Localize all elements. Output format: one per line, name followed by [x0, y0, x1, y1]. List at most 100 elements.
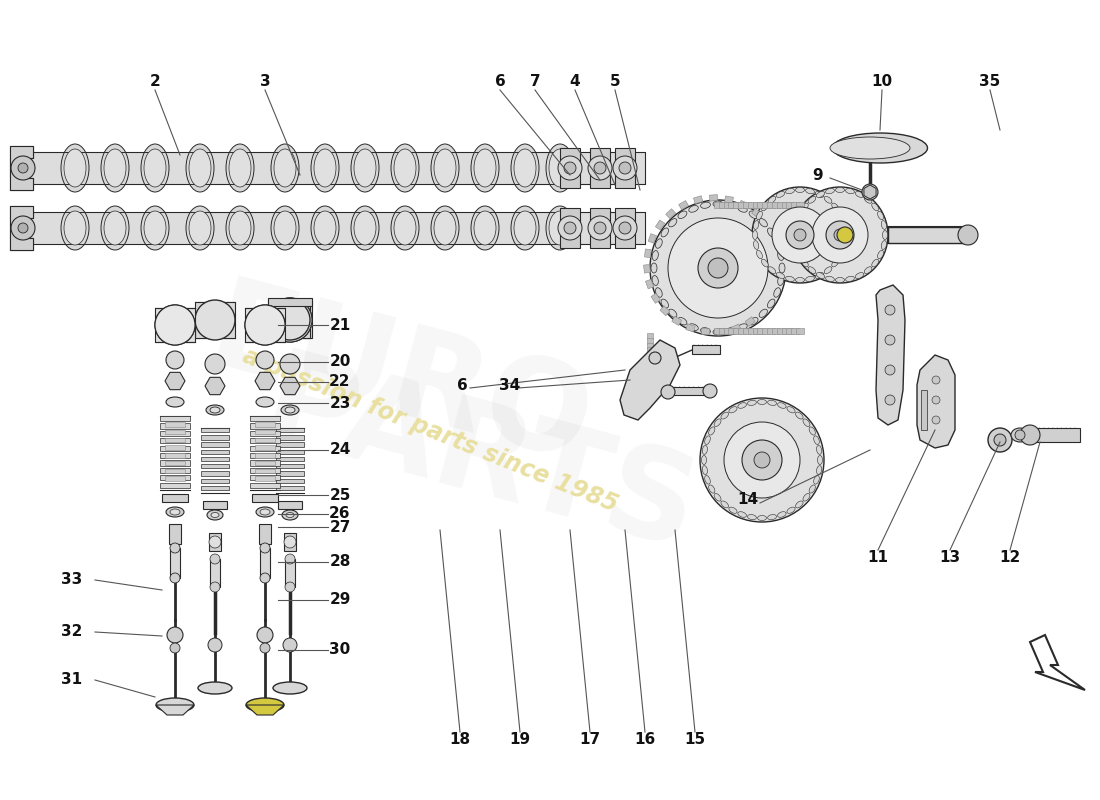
Ellipse shape — [786, 507, 795, 514]
Circle shape — [958, 225, 978, 245]
Circle shape — [932, 416, 940, 424]
Text: 23: 23 — [329, 395, 351, 410]
Circle shape — [886, 305, 895, 315]
Ellipse shape — [757, 211, 762, 220]
Bar — [685, 324, 695, 332]
Ellipse shape — [785, 189, 794, 194]
Bar — [738, 328, 746, 334]
Ellipse shape — [211, 513, 219, 518]
Circle shape — [826, 221, 854, 249]
Ellipse shape — [778, 250, 784, 261]
Ellipse shape — [826, 189, 835, 194]
Bar — [255, 438, 275, 442]
Bar — [250, 482, 280, 488]
Ellipse shape — [805, 189, 814, 194]
Ellipse shape — [652, 275, 658, 286]
Ellipse shape — [226, 206, 254, 250]
Ellipse shape — [778, 275, 784, 286]
Bar — [160, 438, 190, 443]
Bar — [796, 328, 804, 334]
Ellipse shape — [280, 405, 299, 415]
Ellipse shape — [282, 510, 298, 520]
Ellipse shape — [795, 187, 804, 193]
Ellipse shape — [836, 187, 845, 193]
Polygon shape — [10, 206, 33, 250]
Text: 28: 28 — [329, 554, 351, 570]
Bar — [714, 202, 722, 208]
Bar — [284, 533, 296, 551]
Circle shape — [700, 398, 824, 522]
Circle shape — [195, 300, 235, 340]
Bar — [644, 265, 650, 273]
Ellipse shape — [431, 206, 459, 250]
Ellipse shape — [768, 299, 774, 308]
Ellipse shape — [354, 149, 376, 187]
Bar — [796, 202, 804, 208]
Ellipse shape — [738, 512, 747, 518]
Bar — [201, 464, 229, 469]
Circle shape — [594, 162, 606, 174]
Circle shape — [564, 222, 576, 234]
Ellipse shape — [738, 324, 747, 330]
Text: 29: 29 — [329, 593, 351, 607]
Ellipse shape — [761, 203, 768, 210]
Circle shape — [1015, 430, 1025, 440]
Ellipse shape — [394, 149, 416, 187]
Ellipse shape — [166, 397, 184, 407]
Ellipse shape — [758, 399, 767, 405]
Ellipse shape — [198, 682, 232, 694]
Ellipse shape — [833, 133, 927, 163]
Bar — [702, 328, 710, 335]
Ellipse shape — [714, 419, 720, 426]
Ellipse shape — [186, 144, 214, 192]
Bar — [734, 328, 741, 334]
Bar — [201, 428, 229, 432]
Ellipse shape — [816, 446, 822, 454]
Ellipse shape — [759, 309, 768, 318]
Bar — [201, 471, 229, 476]
Ellipse shape — [285, 407, 295, 413]
Ellipse shape — [260, 509, 270, 515]
Bar — [268, 300, 312, 338]
Bar — [752, 328, 760, 334]
Bar — [250, 468, 280, 473]
Ellipse shape — [768, 514, 777, 520]
Ellipse shape — [815, 191, 824, 198]
Circle shape — [837, 227, 852, 243]
Bar — [739, 201, 748, 209]
Bar — [276, 435, 304, 439]
Text: 6: 6 — [456, 378, 468, 393]
Ellipse shape — [549, 149, 571, 187]
Text: 15: 15 — [684, 733, 705, 747]
Bar — [165, 430, 185, 434]
Ellipse shape — [669, 218, 676, 227]
Bar — [276, 428, 304, 432]
Ellipse shape — [795, 278, 804, 282]
Ellipse shape — [837, 211, 844, 220]
Ellipse shape — [738, 402, 747, 408]
Ellipse shape — [865, 196, 872, 203]
Polygon shape — [246, 705, 284, 715]
Polygon shape — [864, 185, 876, 199]
Ellipse shape — [748, 400, 757, 406]
Bar — [255, 476, 275, 481]
Ellipse shape — [60, 144, 89, 192]
Ellipse shape — [761, 259, 768, 267]
Bar — [772, 202, 780, 208]
Circle shape — [260, 643, 270, 653]
Ellipse shape — [738, 206, 747, 212]
Bar — [590, 208, 610, 248]
Circle shape — [285, 554, 295, 564]
Bar — [672, 387, 707, 395]
Ellipse shape — [390, 206, 419, 250]
Bar — [255, 461, 275, 466]
Polygon shape — [917, 355, 955, 448]
Circle shape — [932, 376, 940, 384]
Ellipse shape — [1011, 428, 1028, 442]
Text: 32: 32 — [62, 625, 82, 639]
Ellipse shape — [207, 510, 223, 520]
Ellipse shape — [759, 218, 768, 227]
Bar — [250, 430, 280, 436]
Text: 6: 6 — [495, 74, 505, 90]
Ellipse shape — [881, 241, 887, 250]
